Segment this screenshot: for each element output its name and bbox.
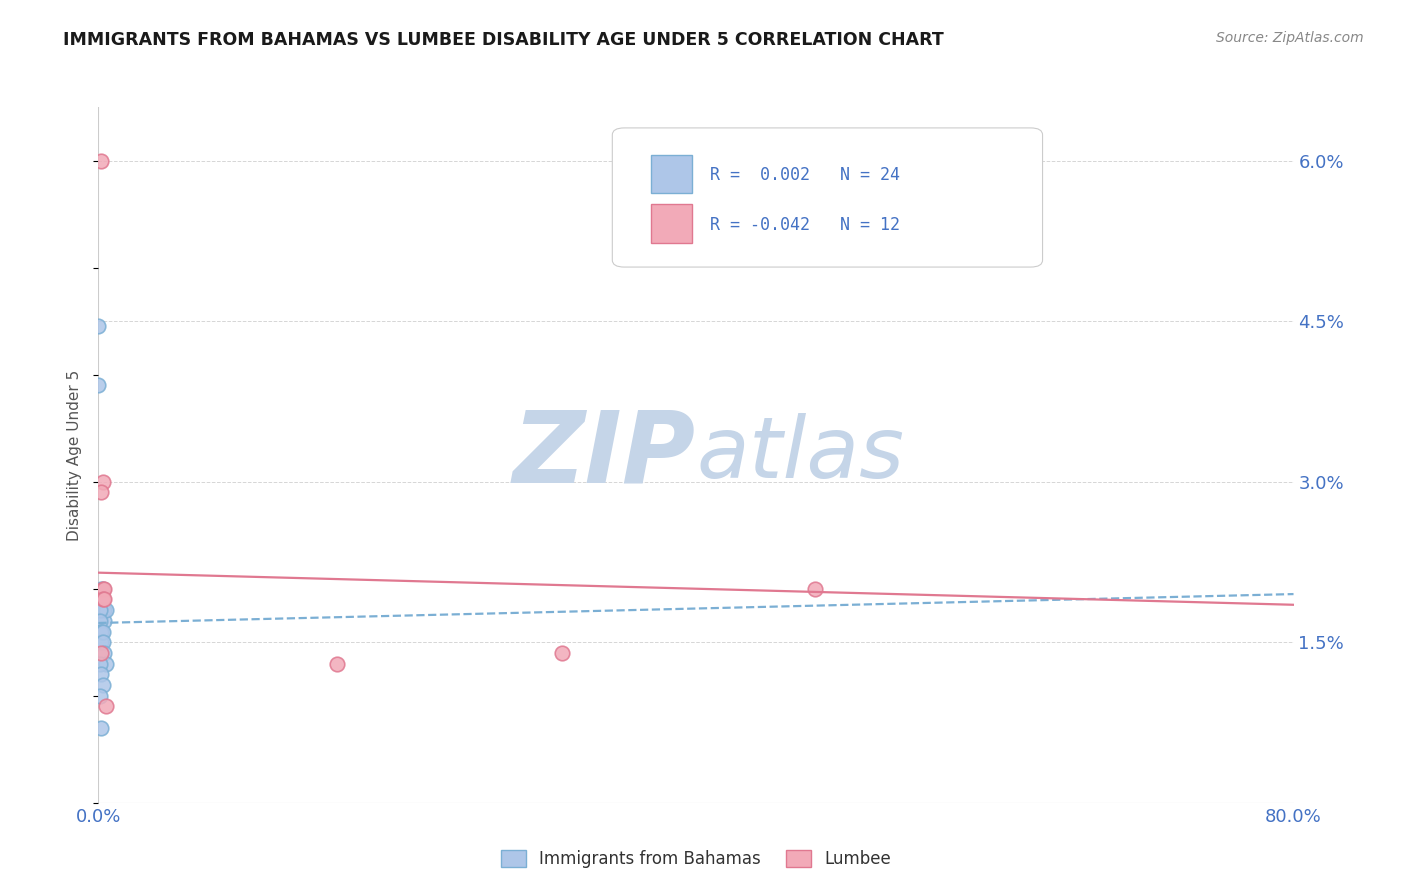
- Point: [90, 635, 112, 649]
- Text: Source: ZipAtlas.com: Source: ZipAtlas.com: [1216, 31, 1364, 45]
- Point: [93, 646, 115, 660]
- Point: [94, 603, 117, 617]
- Point: [91, 624, 114, 639]
- Point: [326, 657, 349, 671]
- FancyBboxPatch shape: [651, 155, 692, 194]
- Text: IMMIGRANTS FROM BAHAMAS VS LUMBEE DISABILITY AGE UNDER 5 CORRELATION CHART: IMMIGRANTS FROM BAHAMAS VS LUMBEE DISABI…: [63, 31, 943, 49]
- Point: [89, 614, 111, 628]
- Point: [91, 475, 114, 489]
- Point: [91, 592, 114, 607]
- Point: [94, 657, 117, 671]
- Point: [91, 582, 114, 596]
- Point: [90, 721, 112, 735]
- Point: [91, 592, 114, 607]
- Point: [93, 592, 115, 607]
- Point: [91, 582, 114, 596]
- Point: [93, 603, 115, 617]
- Point: [89, 657, 111, 671]
- Point: [87, 378, 110, 392]
- Legend: Immigrants from Bahamas, Lumbee: Immigrants from Bahamas, Lumbee: [495, 843, 897, 874]
- Point: [90, 153, 112, 168]
- FancyBboxPatch shape: [651, 204, 692, 243]
- Text: R =  0.002   N = 24: R = 0.002 N = 24: [710, 166, 900, 185]
- Point: [90, 624, 112, 639]
- Point: [804, 582, 827, 596]
- Point: [89, 689, 111, 703]
- Point: [90, 624, 112, 639]
- Text: ZIP: ZIP: [513, 407, 696, 503]
- Point: [91, 603, 114, 617]
- Point: [93, 582, 115, 596]
- FancyBboxPatch shape: [613, 128, 1043, 267]
- Point: [550, 646, 572, 660]
- Point: [91, 678, 114, 692]
- Point: [90, 592, 112, 607]
- Y-axis label: Disability Age Under 5: Disability Age Under 5: [67, 369, 83, 541]
- Point: [94, 699, 117, 714]
- Point: [90, 646, 112, 660]
- Point: [87, 319, 110, 334]
- Point: [93, 614, 115, 628]
- Point: [89, 603, 111, 617]
- Text: R = -0.042   N = 12: R = -0.042 N = 12: [710, 216, 900, 234]
- Text: atlas: atlas: [696, 413, 904, 497]
- Point: [90, 582, 112, 596]
- Point: [90, 667, 112, 681]
- Point: [90, 485, 112, 500]
- Point: [91, 635, 114, 649]
